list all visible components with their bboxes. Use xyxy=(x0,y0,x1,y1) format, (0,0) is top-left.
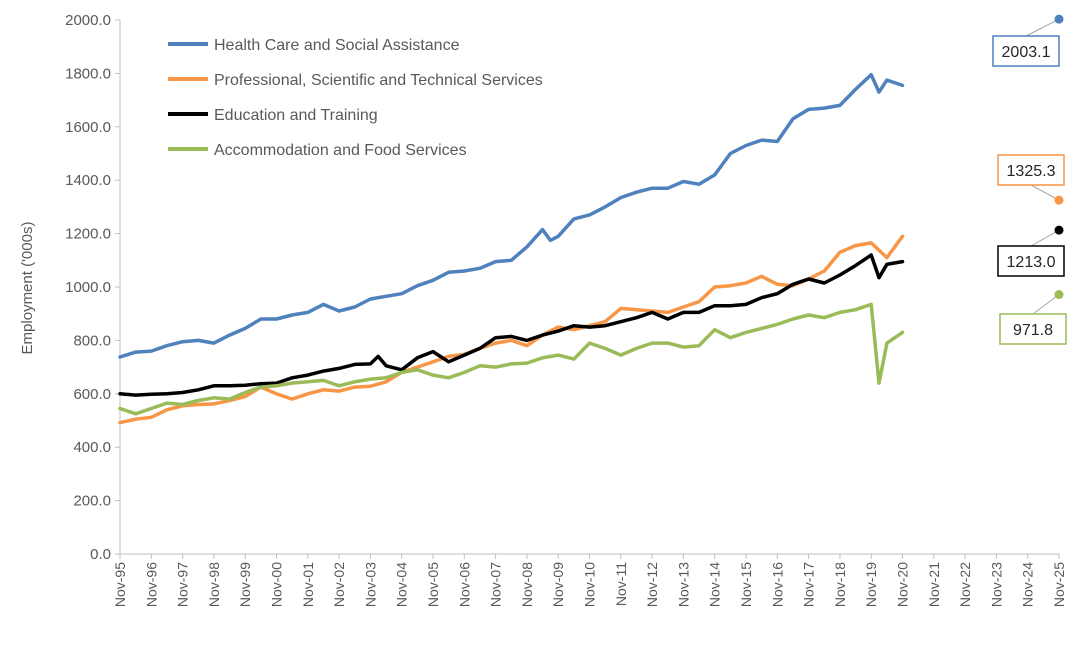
x-tick-label: Nov-12 xyxy=(644,562,660,607)
y-tick-label: 0.0 xyxy=(90,546,111,563)
callout-leader-4 xyxy=(1032,294,1060,315)
y-axis-label: Employment ('000s) xyxy=(19,222,36,355)
x-tick-label: Nov-13 xyxy=(675,562,691,607)
projection-point-3 xyxy=(1054,225,1064,235)
y-tick-label: 1600.0 xyxy=(65,119,111,136)
legend-label-2: Professional, Scientific and Technical S… xyxy=(214,72,543,89)
y-tick-label: 1200.0 xyxy=(65,226,111,243)
y-tick-label: 1800.0 xyxy=(65,65,111,82)
x-tick-label: Nov-21 xyxy=(926,562,942,607)
x-tick-label: Nov-99 xyxy=(237,562,253,607)
callout-label-1: 2003.1 xyxy=(1002,44,1051,61)
x-tick-label: Nov-08 xyxy=(519,562,535,607)
callout-box-4 xyxy=(999,313,1067,345)
x-tick-label: Nov-07 xyxy=(488,562,504,607)
x-tick-label: Nov-01 xyxy=(300,562,316,607)
x-tick-label: Nov-22 xyxy=(957,562,973,607)
x-tick-label: Nov-14 xyxy=(707,562,723,607)
x-tick-label: Nov-18 xyxy=(832,562,848,607)
x-tick-label: Nov-09 xyxy=(550,562,566,607)
x-tick-label: Nov-16 xyxy=(769,562,785,607)
x-tick-label: Nov-98 xyxy=(206,562,222,607)
x-tick-label: Nov-95 xyxy=(112,562,128,607)
callout-box-3 xyxy=(997,245,1065,277)
projection-point-1 xyxy=(1054,14,1064,24)
projection-point-2 xyxy=(1054,195,1064,205)
x-tick-label: Nov-24 xyxy=(1020,562,1036,607)
y-tick-label: 200.0 xyxy=(73,493,111,510)
callout-leader-3 xyxy=(1030,229,1060,247)
x-tick-label: Nov-19 xyxy=(863,562,879,607)
x-tick-label: Nov-15 xyxy=(738,562,754,607)
series-line-4 xyxy=(118,302,905,416)
series-line-2 xyxy=(118,234,905,425)
y-tick-label: 1000.0 xyxy=(65,279,111,296)
callout-leader-2 xyxy=(1030,184,1060,201)
callout-leader-1 xyxy=(1025,18,1060,37)
legend-label-1: Health Care and Social Assistance xyxy=(214,37,460,54)
x-tick-label: Nov-05 xyxy=(425,562,441,607)
x-tick-label: Nov-96 xyxy=(143,562,159,607)
y-tick-label: 400.0 xyxy=(73,439,111,456)
legend-label-3: Education and Training xyxy=(214,107,378,124)
y-tick-label: 2000.0 xyxy=(65,12,111,29)
legend: Health Care and Social Assistance Profess… xyxy=(168,37,543,159)
x-tick-label: Nov-04 xyxy=(394,562,410,607)
x-tick-label: Nov-23 xyxy=(988,562,1004,607)
x-tick-label: Nov-25 xyxy=(1051,562,1067,607)
callout-box-1 xyxy=(992,35,1060,67)
x-tick-label: Nov-10 xyxy=(582,562,598,607)
x-tick-label: Nov-03 xyxy=(362,562,378,607)
projection-point-4 xyxy=(1054,290,1064,300)
series-line-3 xyxy=(118,253,905,397)
y-tick-label: 1400.0 xyxy=(65,172,111,189)
callout-label-4: 971.8 xyxy=(1013,322,1053,339)
x-tick-label: Nov-02 xyxy=(331,562,347,607)
x-tick-label: Nov-20 xyxy=(895,562,911,607)
callout-label-3: 1213.0 xyxy=(1007,254,1056,271)
y-tick-label: 600.0 xyxy=(73,386,111,403)
x-tick-label: Nov-11 xyxy=(613,562,629,606)
series-layer xyxy=(118,72,905,425)
x-tick-label: Nov-17 xyxy=(801,562,817,607)
y-tick-label: 800.0 xyxy=(73,332,111,349)
callout-label-2: 1325.3 xyxy=(1007,163,1056,180)
x-tick-label: Nov-00 xyxy=(269,562,285,607)
callout-box-2 xyxy=(997,154,1065,186)
legend-label-4: Accommodation and Food Services xyxy=(214,142,467,159)
x-tick-label: Nov-97 xyxy=(175,562,191,607)
x-tick-label: Nov-06 xyxy=(456,562,472,607)
y-axis: 0.0 200.0 400.0 600.0 800.0 1000.0 1200.0 1400.… xyxy=(65,12,121,563)
projection-callouts: 2003.1 1325.3 1213.0 971.8 xyxy=(992,14,1067,345)
series-line-1 xyxy=(118,72,905,359)
x-axis: Nov-95 Nov-96 Nov-97 Nov-98 Nov-99 Nov-00 Nov-… xyxy=(112,553,1067,607)
